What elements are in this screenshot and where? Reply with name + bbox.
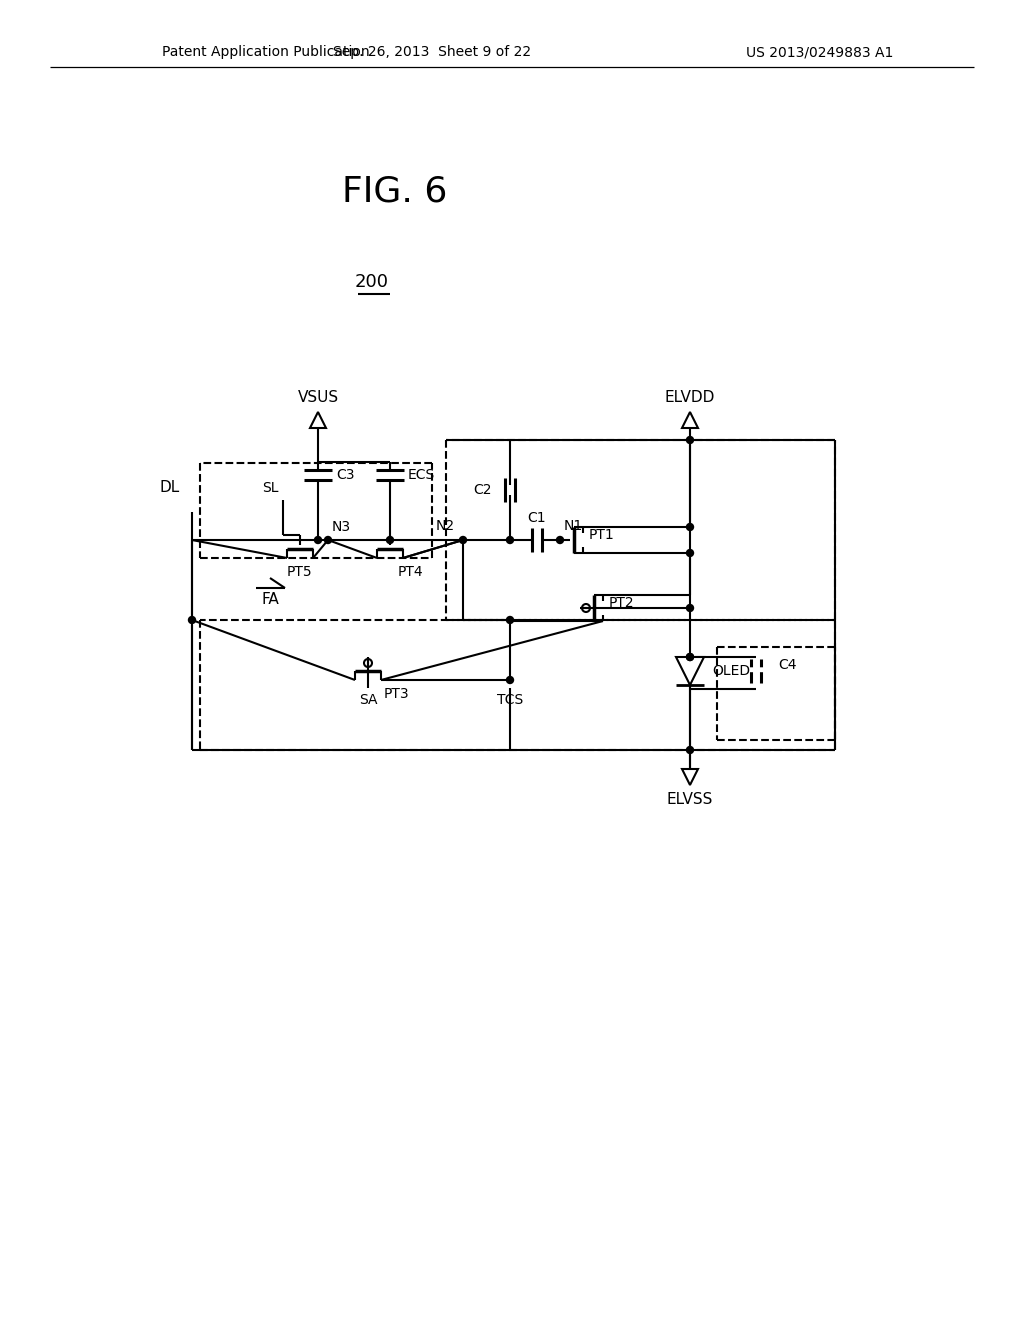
Text: PT4: PT4 [398, 565, 424, 579]
Polygon shape [676, 657, 705, 685]
Circle shape [188, 616, 196, 623]
Circle shape [386, 536, 393, 544]
Text: N2: N2 [436, 519, 455, 533]
Circle shape [686, 524, 693, 531]
Circle shape [556, 536, 563, 544]
Text: C4: C4 [778, 657, 797, 672]
Text: OLED: OLED [712, 664, 751, 678]
Circle shape [314, 536, 322, 544]
Text: N3: N3 [332, 520, 351, 535]
Text: ELVSS: ELVSS [667, 792, 713, 807]
Circle shape [686, 549, 693, 557]
Circle shape [686, 605, 693, 611]
Circle shape [686, 437, 693, 444]
Circle shape [325, 536, 332, 544]
Polygon shape [310, 412, 326, 428]
Circle shape [686, 747, 693, 754]
Polygon shape [682, 412, 698, 428]
Circle shape [686, 653, 693, 660]
Circle shape [507, 536, 513, 544]
Text: SA: SA [358, 693, 377, 708]
Text: C3: C3 [336, 469, 354, 482]
Text: DL: DL [160, 480, 180, 495]
Text: TCS: TCS [497, 693, 523, 708]
Circle shape [507, 616, 513, 623]
Circle shape [460, 536, 467, 544]
Circle shape [686, 653, 693, 660]
Text: SL: SL [262, 480, 279, 495]
Text: PT3: PT3 [384, 686, 410, 701]
Text: FA: FA [261, 593, 279, 607]
Text: PT5: PT5 [287, 565, 312, 579]
Polygon shape [682, 770, 698, 785]
Text: US 2013/0249883 A1: US 2013/0249883 A1 [746, 45, 894, 59]
Text: C1: C1 [527, 511, 547, 525]
Text: ELVDD: ELVDD [665, 391, 715, 405]
Text: PT1: PT1 [589, 528, 614, 543]
Text: ECS: ECS [408, 469, 435, 482]
Text: N1: N1 [564, 519, 584, 533]
Text: VSUS: VSUS [297, 391, 339, 405]
Text: Patent Application Publication: Patent Application Publication [162, 45, 370, 59]
Text: 200: 200 [355, 273, 389, 290]
Text: PT2: PT2 [609, 597, 635, 610]
Circle shape [507, 676, 513, 684]
Text: FIG. 6: FIG. 6 [342, 176, 447, 209]
Text: Sep. 26, 2013  Sheet 9 of 22: Sep. 26, 2013 Sheet 9 of 22 [333, 45, 531, 59]
Text: C2: C2 [473, 483, 492, 498]
